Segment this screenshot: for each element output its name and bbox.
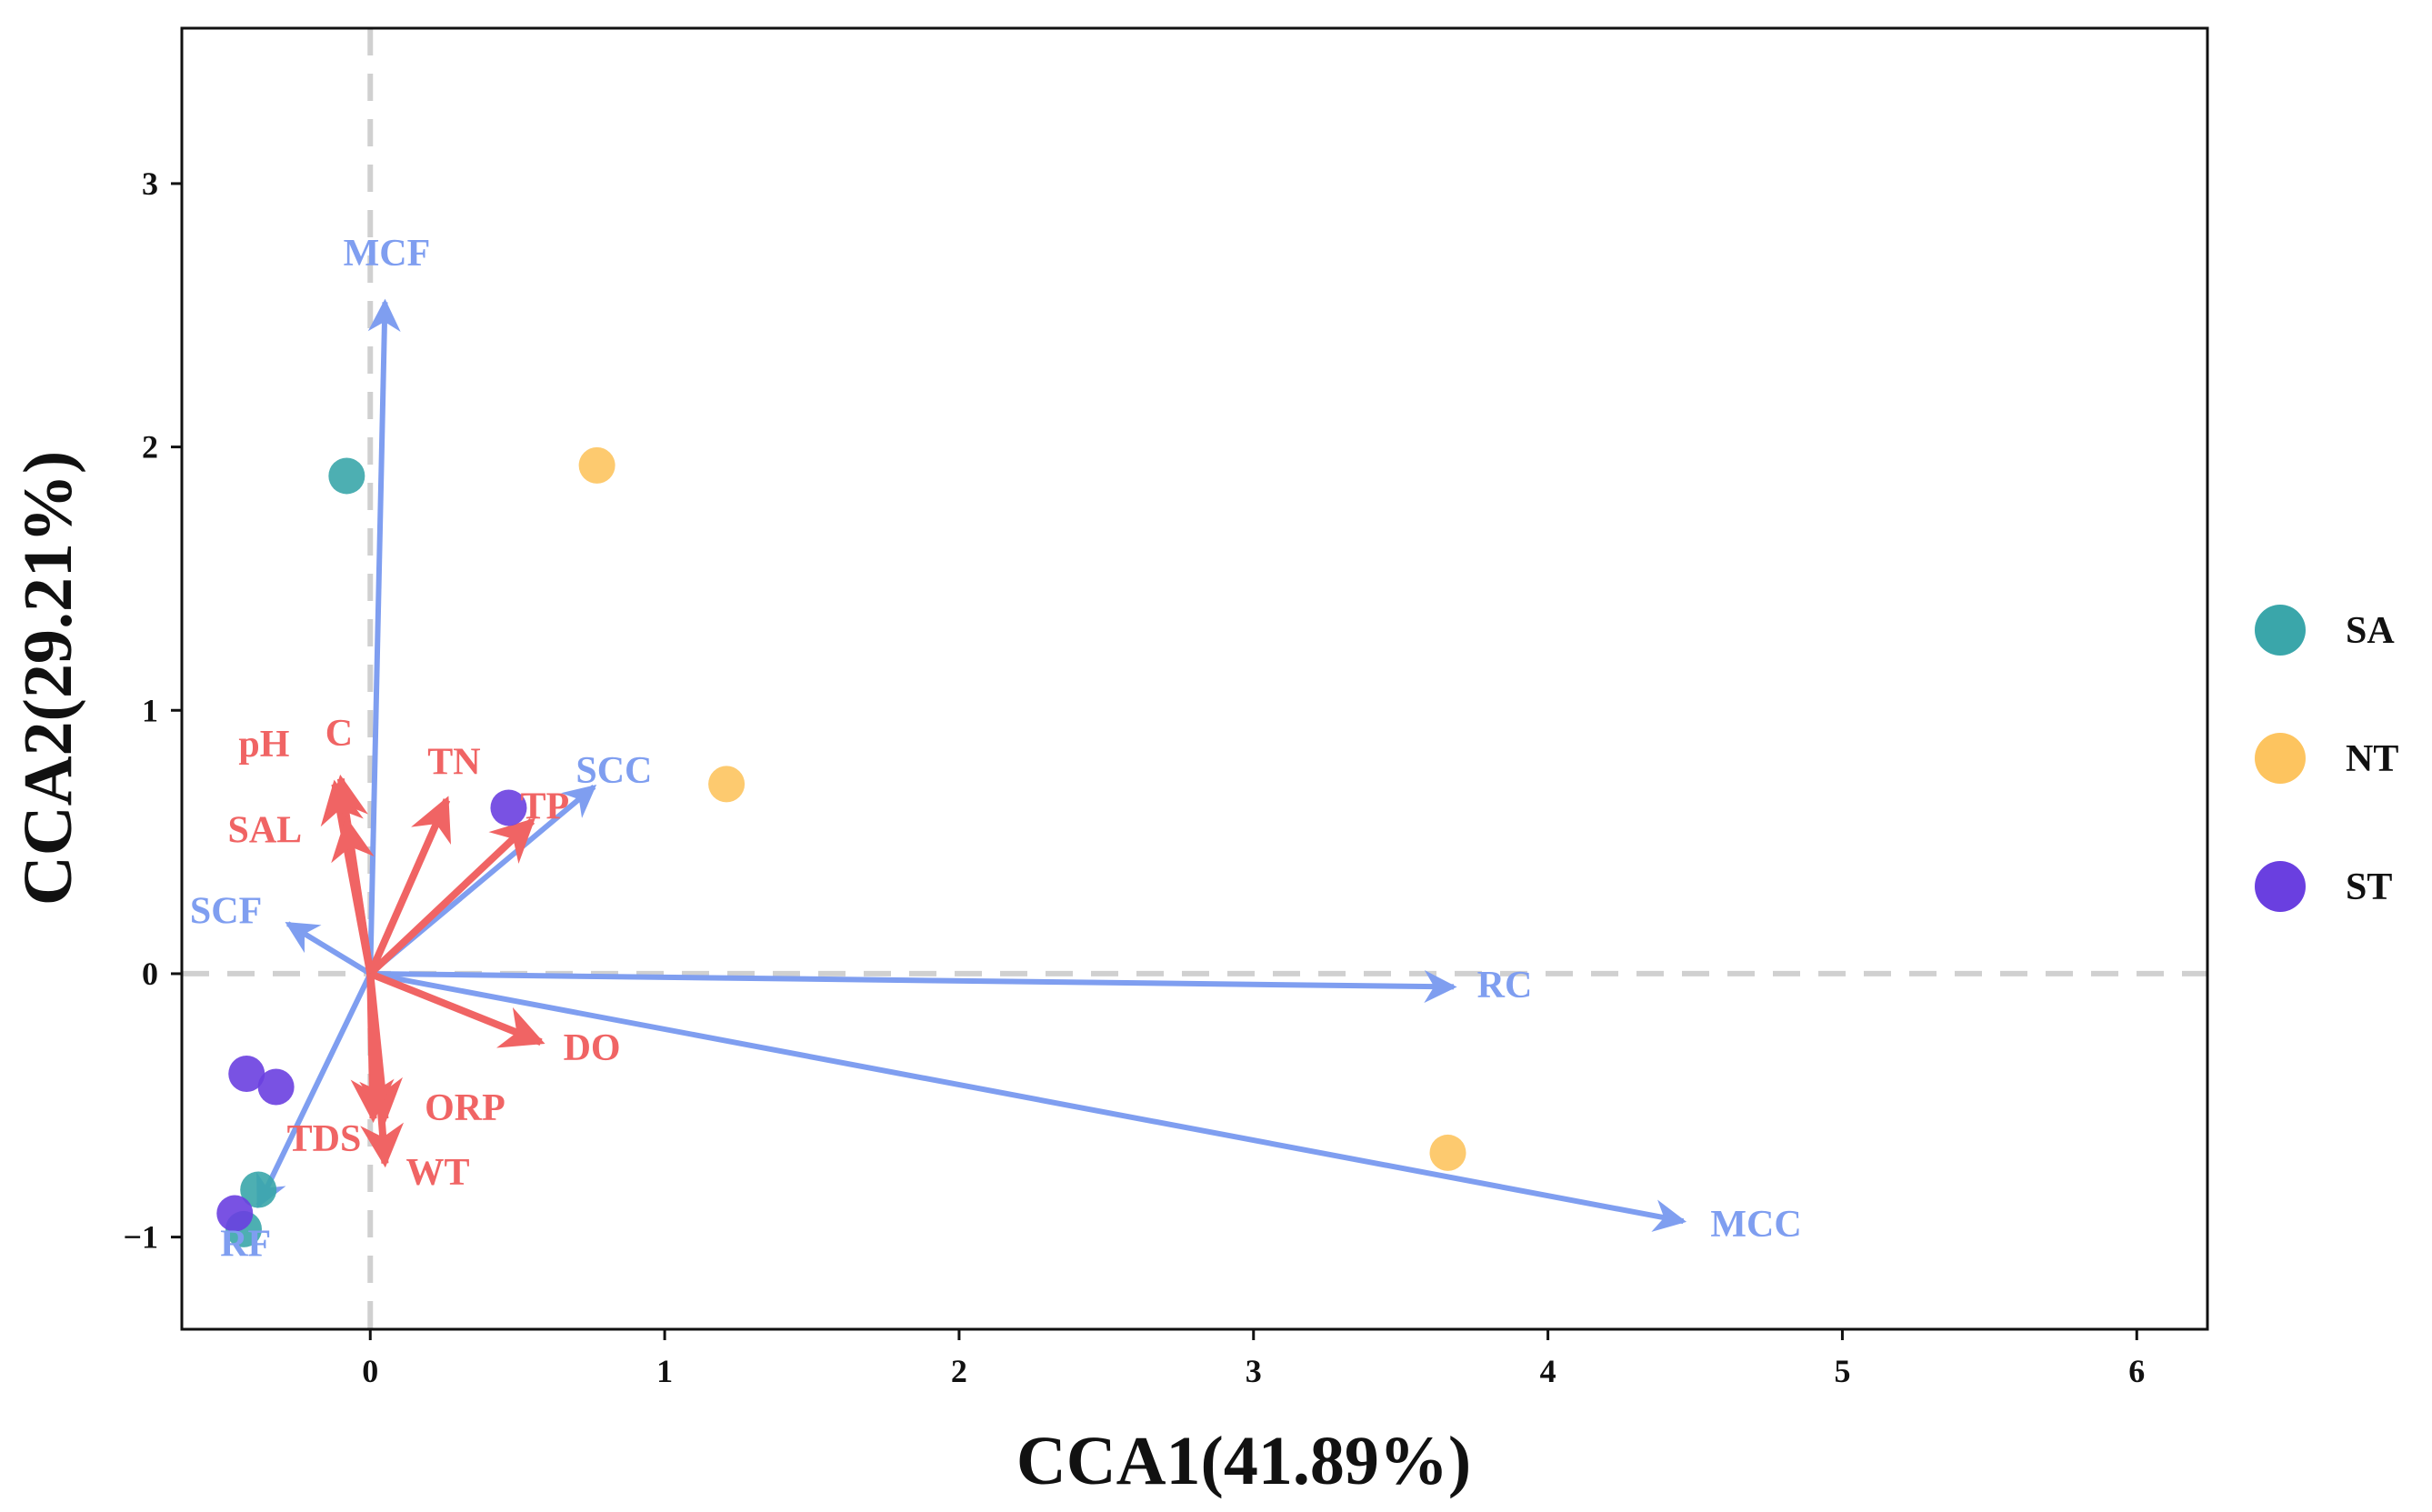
species-label-scf: SCF [190, 891, 262, 933]
species-arrow-rc [370, 970, 1457, 1004]
env-label-do: DO [564, 1027, 621, 1069]
env-label-wt: WT [405, 1152, 469, 1194]
y-tick-label: 2 [142, 429, 158, 466]
legend-label-nt: NT [2346, 738, 2398, 780]
species-label-mcf: MCF [344, 233, 431, 275]
legend-swatch-st [2255, 861, 2306, 912]
x-tick-label: 4 [1540, 1353, 1556, 1389]
y-tick-label: 1 [142, 692, 158, 728]
species-label-mcc: MCC [1710, 1204, 1801, 1246]
env-arrow-tn [366, 796, 452, 976]
env-label-orp: ORP [425, 1087, 505, 1129]
x-tick-label: 5 [1834, 1353, 1850, 1389]
point-nt [578, 446, 616, 484]
x-tick-label: 2 [951, 1353, 967, 1389]
species-label-rf: RF [220, 1223, 271, 1265]
point-sa [240, 1171, 277, 1208]
species-label-scc: SCC [575, 750, 652, 792]
y-axis-title: CCA2(29.21%) [10, 451, 86, 906]
env-label-tds: TDS [287, 1118, 362, 1160]
env-label-c: C [325, 713, 353, 755]
env-arrow-do [368, 970, 545, 1048]
env-arrow-sal [331, 816, 375, 975]
plot-frame [180, 26, 2209, 1331]
x-tick-label: 6 [2128, 1353, 2145, 1389]
y-tick-label: 3 [142, 165, 158, 202]
species-arrow-rf [255, 972, 373, 1209]
legend-label-sa: SA [2346, 610, 2395, 652]
x-axis-title: CCA1(41.89%) [1016, 1423, 1471, 1499]
legend-swatch-sa [2255, 605, 2306, 656]
point-st [216, 1195, 254, 1232]
species-arrow-scf [285, 921, 372, 976]
y-tick-label: 0 [142, 956, 158, 992]
species-arrow-mcc [369, 970, 1687, 1232]
point-st [228, 1056, 265, 1093]
y-tick-label: −1 [123, 1219, 158, 1256]
env-label-ph: pH [238, 724, 289, 766]
point-sa [328, 457, 365, 495]
x-tick-label: 3 [1246, 1353, 1262, 1389]
env-arrow-wt [360, 973, 405, 1168]
species-label-rc: RC [1477, 965, 1533, 1006]
point-nt [1429, 1134, 1466, 1171]
env-label-tp: TP [521, 786, 570, 828]
env-label-sal: SAL [227, 810, 302, 852]
x-tick-label: 0 [362, 1353, 378, 1389]
env-arrow-tp [367, 817, 535, 976]
legend-swatch-nt [2255, 733, 2306, 784]
x-tick-label: 1 [656, 1353, 673, 1389]
env-label-tn: TN [427, 741, 480, 783]
point-nt [708, 766, 746, 803]
point-st [257, 1068, 295, 1106]
point-st [490, 789, 527, 826]
legend-label-st: ST [2346, 866, 2392, 908]
